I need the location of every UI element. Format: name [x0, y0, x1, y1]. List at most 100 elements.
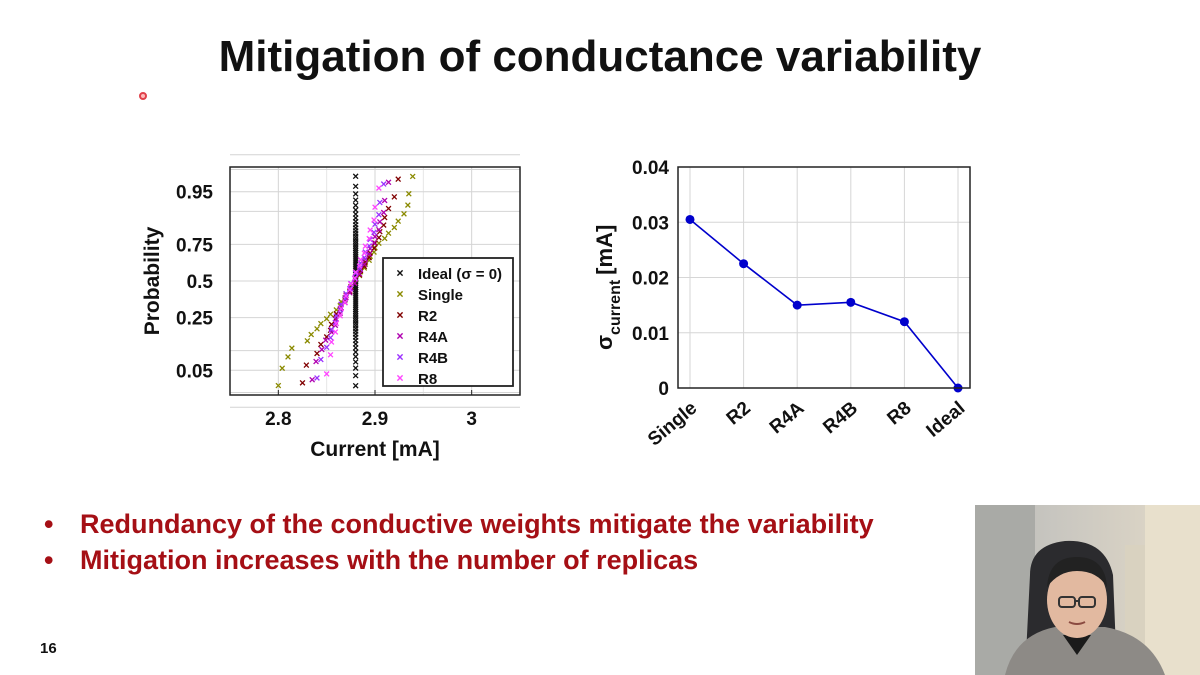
marker-stroke [285, 354, 291, 360]
data-point [328, 339, 335, 345]
legend-marker [396, 311, 404, 319]
marker-stroke [352, 269, 359, 275]
marker-stroke [381, 214, 388, 221]
marker-stroke [376, 218, 383, 225]
marker-stroke [395, 218, 402, 225]
marker-stroke [314, 375, 320, 381]
data-point [361, 254, 368, 261]
data-point [376, 218, 383, 225]
data-point [362, 243, 369, 250]
marker-stroke [356, 263, 363, 269]
marker-stroke [361, 261, 368, 268]
data-point [352, 304, 359, 311]
data-point [357, 256, 364, 263]
data-point [343, 293, 349, 299]
data-point [381, 214, 388, 221]
marker-stroke [401, 211, 407, 217]
probability-plot-chart: 2.8 2.9 3 0.05 0.25 0.5 0.75 0.95 Current [mA] Pr… [141, 154, 521, 461]
marker-stroke [372, 221, 378, 228]
data-point [352, 353, 359, 360]
marker-stroke [352, 236, 359, 242]
marker-stroke [361, 263, 368, 270]
marker-stroke [332, 329, 339, 335]
marker-stroke [391, 224, 398, 231]
data-point [371, 217, 377, 223]
marker-stroke [304, 337, 311, 344]
data-point [352, 202, 359, 209]
y-tick-label: 0.5 [187, 272, 214, 293]
marker-stroke [376, 185, 382, 191]
marker-stroke [342, 299, 348, 306]
series-line [689, 218, 959, 389]
legend-item: Single [396, 287, 463, 304]
data-point [385, 205, 392, 212]
data-point [372, 204, 378, 211]
marker-stroke [303, 362, 310, 368]
data-point [342, 299, 348, 306]
data-point [376, 226, 382, 233]
data-point [361, 250, 368, 257]
y-tick-label: 0.95 [176, 183, 213, 204]
marker-stroke [372, 204, 378, 211]
marker-stroke [327, 334, 334, 341]
marker-stroke [385, 179, 392, 186]
data-point [314, 325, 320, 332]
data-point [318, 356, 324, 363]
marker-stroke [347, 281, 354, 287]
x-tick-label: 2.9 [362, 409, 388, 430]
marker-stroke [366, 235, 373, 242]
data-point [352, 313, 359, 319]
marker-stroke [376, 234, 382, 241]
marker-stroke [352, 247, 359, 254]
data-point [309, 376, 316, 383]
marker-stroke [376, 211, 382, 218]
marker-stroke [328, 339, 335, 345]
marker-stroke [380, 181, 387, 187]
marker-stroke [328, 326, 335, 333]
data-point [318, 341, 324, 348]
marker-stroke [347, 285, 353, 292]
x-tick-label: 2.8 [265, 409, 291, 430]
plot-border [677, 166, 971, 389]
marker-stroke [367, 245, 374, 252]
marker-stroke [323, 371, 330, 377]
marker-stroke [405, 202, 411, 208]
marker-stroke [338, 305, 345, 312]
marker-stroke [352, 359, 359, 365]
marker-stroke [366, 243, 373, 249]
legend-label: R2 [418, 308, 437, 325]
marker-stroke [352, 372, 359, 379]
marker-stroke [352, 270, 359, 277]
data-point [332, 329, 339, 335]
data-point [303, 362, 310, 368]
data-point [739, 259, 749, 269]
marker-stroke [385, 230, 392, 237]
data-point [376, 234, 382, 241]
data-point [352, 310, 359, 317]
presenter-webcam [975, 505, 1200, 675]
sigma-current-chart: 0 0.01 0.02 0.03 0.04 Single R2 R4A R4B R8 Ideal σc… [592, 158, 971, 450]
x-tick-label: R8 [884, 398, 916, 430]
bullet-item: Mitigation increases with the number of … [40, 542, 874, 578]
marker-stroke [352, 183, 359, 190]
data-point [352, 251, 359, 258]
legend-label: R4B [418, 350, 448, 367]
marker-stroke [352, 306, 359, 313]
marker-stroke [352, 308, 359, 315]
marker-stroke [328, 321, 335, 328]
data-point [328, 321, 335, 328]
data-point [352, 308, 359, 315]
marker-stroke [343, 293, 349, 299]
data-point [366, 235, 373, 242]
marker-stroke [367, 227, 374, 233]
data-point [352, 197, 359, 203]
data-point [338, 305, 345, 312]
data-point [352, 372, 359, 379]
data-point [318, 346, 325, 353]
data-point [304, 337, 311, 344]
legend-item: R4A [396, 329, 448, 346]
marker-stroke [352, 365, 359, 371]
data-point [314, 350, 320, 357]
legend-item: Ideal (σ = 0) [396, 266, 502, 283]
data-point [352, 256, 359, 262]
